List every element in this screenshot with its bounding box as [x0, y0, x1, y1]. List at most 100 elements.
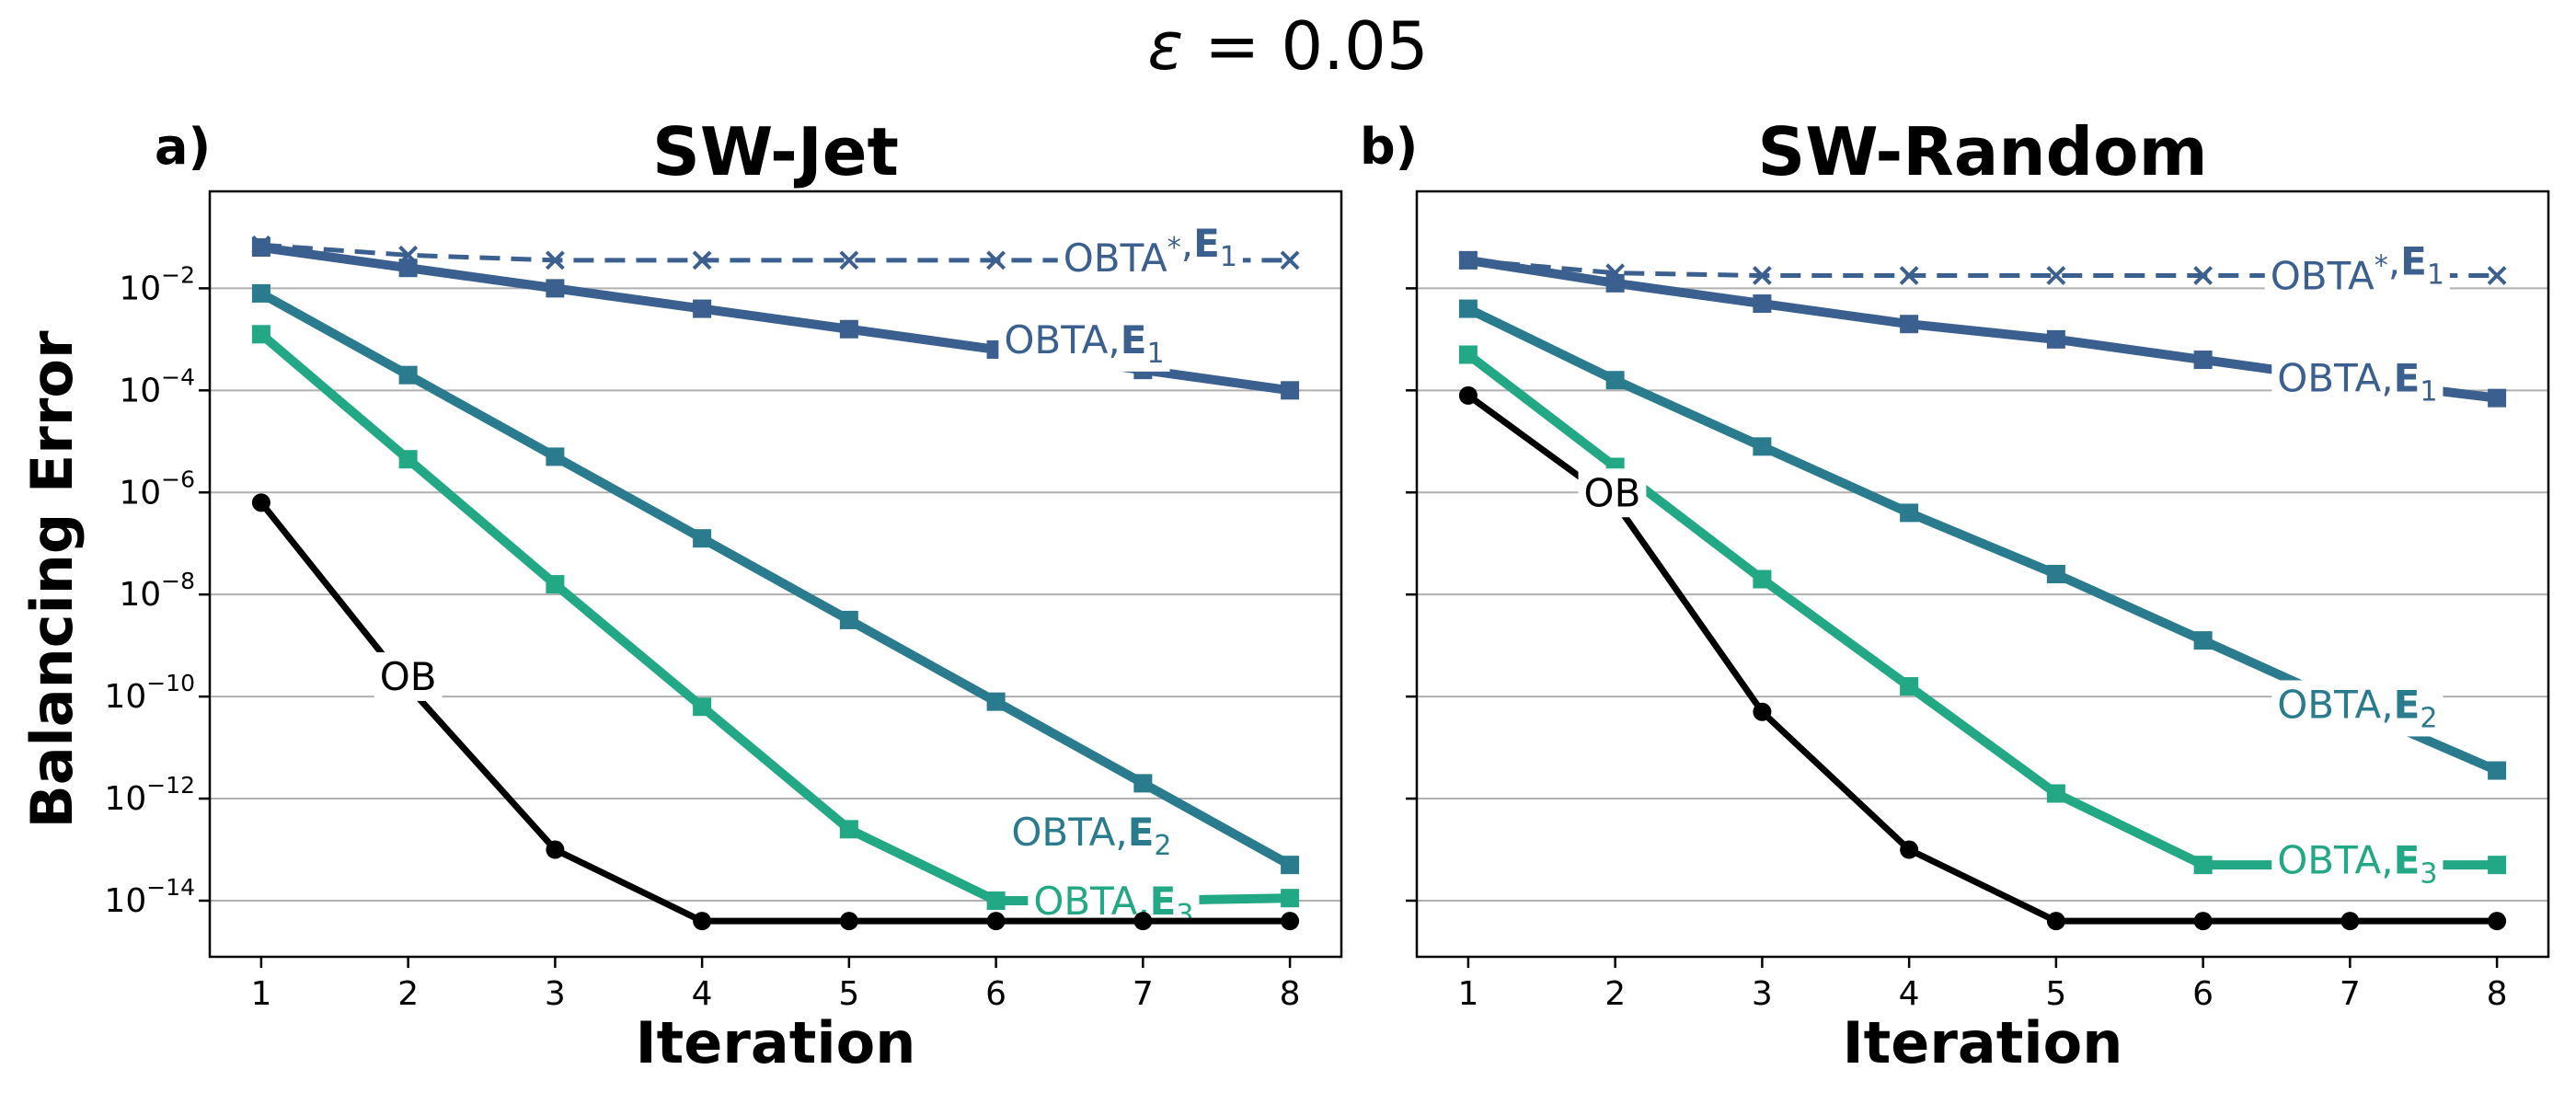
series-label: OB	[374, 651, 443, 701]
series-line	[1466, 393, 2498, 925]
data-point	[2193, 351, 2213, 370]
x-tick-label: 7	[1133, 975, 1154, 1013]
data-point	[986, 692, 1006, 711]
data-point	[251, 283, 270, 303]
panel-title: SW-Random	[1757, 113, 2207, 190]
data-point	[2488, 856, 2507, 875]
series-label: OBTA*,E1	[2264, 236, 2450, 301]
data-point	[986, 250, 1006, 270]
series-line	[259, 500, 1291, 925]
data-point	[1281, 889, 1300, 908]
x-tick-label: 2	[397, 975, 419, 1013]
panel-label: b)	[1360, 118, 1418, 176]
data-point	[2193, 266, 2214, 285]
y-tick-label: 10−10	[104, 670, 195, 716]
series-label: OBTA,E2	[2271, 680, 2444, 737]
data-point	[693, 697, 712, 717]
y-tick-label: 10−2	[119, 261, 195, 307]
y-tick-label: 10−14	[104, 874, 195, 920]
data-point	[1753, 437, 1772, 456]
epsilon-symbol: ε	[1147, 7, 1183, 85]
data-point	[1900, 840, 1919, 859]
data-point	[693, 912, 712, 931]
data-point	[398, 450, 418, 469]
x-tick-label: 3	[545, 975, 566, 1013]
data-point	[1605, 273, 1625, 293]
y-tick-label: 10−12	[104, 772, 195, 818]
panel-title: SW-Jet	[652, 113, 899, 190]
series-label-text: OBTA,E2	[2277, 682, 2437, 734]
data-point	[2046, 912, 2065, 931]
data-point	[693, 299, 712, 318]
data-point	[1753, 294, 1772, 314]
x-tick-label: 5	[838, 975, 859, 1013]
data-point	[1900, 677, 1919, 696]
data-point	[2488, 761, 2507, 780]
data-point	[2488, 912, 2507, 931]
series-line	[1465, 351, 2498, 870]
data-point	[251, 325, 270, 344]
x-tick-label: 8	[2487, 975, 2508, 1013]
x-tick-label: 7	[2340, 975, 2361, 1013]
epsilon-value: = 0.05	[1183, 7, 1428, 85]
series-label-text: OBTA*,E1	[2271, 239, 2444, 299]
label-background	[998, 315, 1170, 372]
data-point	[1752, 266, 1772, 285]
x-tick-label: 8	[1280, 975, 1301, 1013]
panel-a: 10−2 10−4 10−6 10−8 10−10 10−12 10−14 1 2 3 4 5 6 7 8 O…	[104, 113, 1343, 1076]
series-label: OBTA,E1	[2271, 353, 2444, 410]
data-point	[1458, 299, 1478, 318]
data-point	[251, 493, 270, 512]
data-point	[1458, 385, 1478, 405]
label-background	[2271, 353, 2444, 410]
x-tick-label: 4	[692, 975, 713, 1013]
data-point	[546, 575, 565, 594]
x-axis-label: Iteration	[1843, 1009, 2123, 1076]
x-tick-label: 1	[1457, 975, 1478, 1013]
panel-label: a)	[155, 118, 211, 176]
series-label: OBTA,E3	[1028, 876, 1200, 933]
series-label: OBTA*,E1	[1057, 219, 1243, 283]
data-point	[546, 447, 565, 466]
data-point	[251, 238, 270, 258]
series-line	[259, 289, 1293, 869]
series-label-text: OB	[1584, 470, 1641, 515]
data-point	[1133, 912, 1153, 931]
series-obta-e3	[1458, 345, 2507, 875]
series-obta-e2	[251, 283, 1300, 875]
x-tick-label: 3	[1752, 975, 1773, 1013]
panel-b: 1 2 3 4 5 6 7 8 OBTA*,E1 OBTA,E1 OBTA,E2 OBTA,E3 OB S…	[1360, 113, 2550, 1076]
data-point	[1753, 702, 1772, 721]
data-point	[546, 840, 565, 859]
data-point	[1753, 569, 1772, 589]
plot-frame	[1415, 190, 2550, 959]
data-point	[1900, 503, 1919, 523]
data-point	[1281, 856, 1300, 875]
data-point	[1281, 381, 1300, 400]
series-label-text: OBTA,E2	[1011, 810, 1171, 862]
data-point	[692, 250, 712, 270]
label-background	[1057, 219, 1243, 283]
data-point	[693, 529, 712, 548]
series-label-text: OBTA,E3	[2277, 838, 2437, 891]
data-point	[398, 259, 418, 278]
series-ob	[1458, 385, 2507, 931]
y-tick-label: 10−6	[119, 466, 195, 512]
data-point	[839, 250, 859, 270]
label-background	[2271, 680, 2444, 737]
data-point	[2340, 912, 2360, 931]
x-tick-label: 6	[2192, 975, 2214, 1013]
y-axis-label: Balancing Error	[18, 330, 86, 829]
data-point	[2046, 565, 2065, 583]
series-label-text: OBTA,E3	[1033, 879, 1193, 931]
data-point	[1900, 315, 1919, 334]
label-background	[1578, 468, 1647, 518]
x-tick-label: 6	[985, 975, 1006, 1013]
data-point	[546, 279, 565, 298]
series-label-text: OBTA,E1	[2277, 355, 2437, 408]
label-background	[2271, 835, 2444, 892]
x-tick-label: 4	[1899, 975, 1920, 1013]
data-point	[839, 610, 858, 629]
figure-title: ε = 0.05	[1147, 7, 1428, 85]
